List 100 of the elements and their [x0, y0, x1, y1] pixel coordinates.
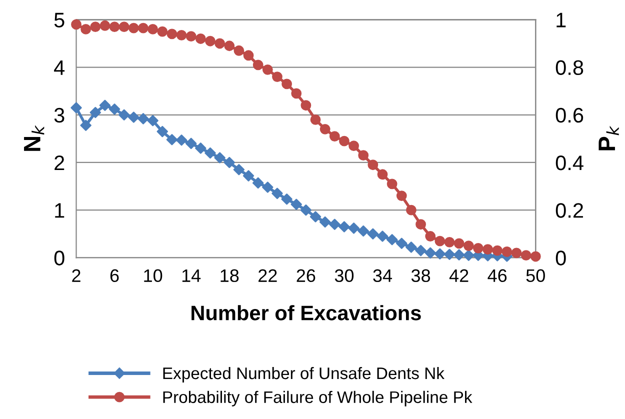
point — [472, 242, 484, 254]
point — [416, 219, 426, 230]
point — [224, 156, 235, 168]
point — [406, 204, 416, 216]
point — [386, 178, 398, 190]
x-tick-label: 42 — [449, 269, 468, 282]
point — [502, 246, 512, 257]
point — [415, 244, 426, 256]
x-tick-label: 18 — [220, 269, 239, 282]
point — [166, 134, 178, 146]
point — [195, 34, 206, 44]
point — [358, 150, 369, 161]
point — [128, 112, 140, 123]
point — [138, 22, 148, 34]
x-tick-label: 14 — [182, 269, 201, 282]
x-tick-label: 34 — [373, 269, 392, 282]
point — [453, 249, 465, 260]
point — [99, 100, 111, 111]
point — [185, 138, 197, 150]
y2-tick-label: 0.2 — [556, 203, 583, 218]
point — [310, 114, 321, 125]
x-tick-label: 50 — [526, 269, 545, 282]
point — [310, 211, 322, 222]
point — [396, 238, 408, 250]
y-tick-label: 1 — [55, 203, 64, 218]
point — [463, 250, 474, 261]
point — [224, 40, 235, 52]
point — [100, 20, 110, 31]
point — [434, 236, 446, 246]
y2-tick-label: 0.4 — [556, 155, 584, 170]
x-tick-label: 10 — [144, 269, 162, 282]
point — [176, 134, 188, 146]
point — [156, 126, 168, 138]
point — [290, 198, 302, 210]
point — [520, 250, 532, 261]
x-tick-label: 46 — [488, 269, 507, 282]
y-tick-label: 5 — [54, 12, 64, 28]
y2-axis-title: P$_{k}$ — [598, 126, 619, 150]
point — [376, 230, 388, 242]
y-tick-label: 4 — [54, 60, 65, 75]
point — [243, 50, 254, 61]
x-tick-label: 2 — [72, 269, 80, 282]
point — [242, 170, 254, 182]
x-tick-label: 6 — [110, 269, 119, 282]
point — [511, 248, 522, 258]
point — [214, 38, 226, 49]
point — [348, 222, 360, 234]
point — [262, 182, 274, 193]
point — [205, 36, 216, 46]
y-tick-label: 2 — [54, 155, 64, 170]
point — [118, 22, 130, 32]
point — [70, 102, 82, 114]
y-axis-title: N$_{k}$ — [24, 125, 44, 151]
point — [454, 238, 464, 249]
legend-label: Expected Number of Unsafe Dents Nk — [163, 366, 444, 382]
point — [186, 31, 196, 42]
point — [108, 104, 120, 115]
point — [329, 131, 340, 142]
y2-tick-label: 0.8 — [556, 60, 584, 76]
x-tick-label: 22 — [258, 269, 277, 282]
point — [300, 100, 312, 111]
point — [368, 160, 378, 170]
y2-tick-label: 1 — [556, 12, 566, 28]
x-tick-label: 26 — [296, 269, 316, 282]
point — [406, 242, 417, 253]
point — [118, 109, 130, 120]
point — [424, 247, 436, 259]
point — [272, 188, 283, 200]
point — [176, 30, 187, 40]
point — [281, 194, 292, 205]
point — [492, 245, 503, 256]
point — [329, 218, 340, 230]
point — [233, 164, 245, 176]
point — [396, 190, 407, 202]
point — [80, 120, 92, 131]
x-axis-title: Number of Excavations — [192, 305, 421, 320]
point — [90, 22, 101, 32]
point — [367, 228, 379, 240]
point — [291, 88, 302, 99]
point — [444, 248, 456, 260]
point — [348, 140, 359, 152]
point — [320, 124, 330, 134]
point — [434, 248, 446, 260]
point — [463, 240, 474, 251]
point — [444, 237, 455, 248]
point — [338, 221, 350, 232]
point — [262, 64, 273, 75]
point — [71, 19, 82, 30]
point — [166, 28, 178, 40]
point — [300, 204, 312, 216]
point — [282, 78, 292, 90]
point — [109, 22, 120, 32]
point — [128, 22, 139, 34]
point — [80, 24, 92, 34]
point — [358, 225, 369, 237]
point — [252, 177, 264, 189]
point — [530, 251, 541, 262]
point — [377, 169, 388, 180]
y-tick-label: 3 — [54, 108, 64, 123]
point — [147, 114, 158, 126]
